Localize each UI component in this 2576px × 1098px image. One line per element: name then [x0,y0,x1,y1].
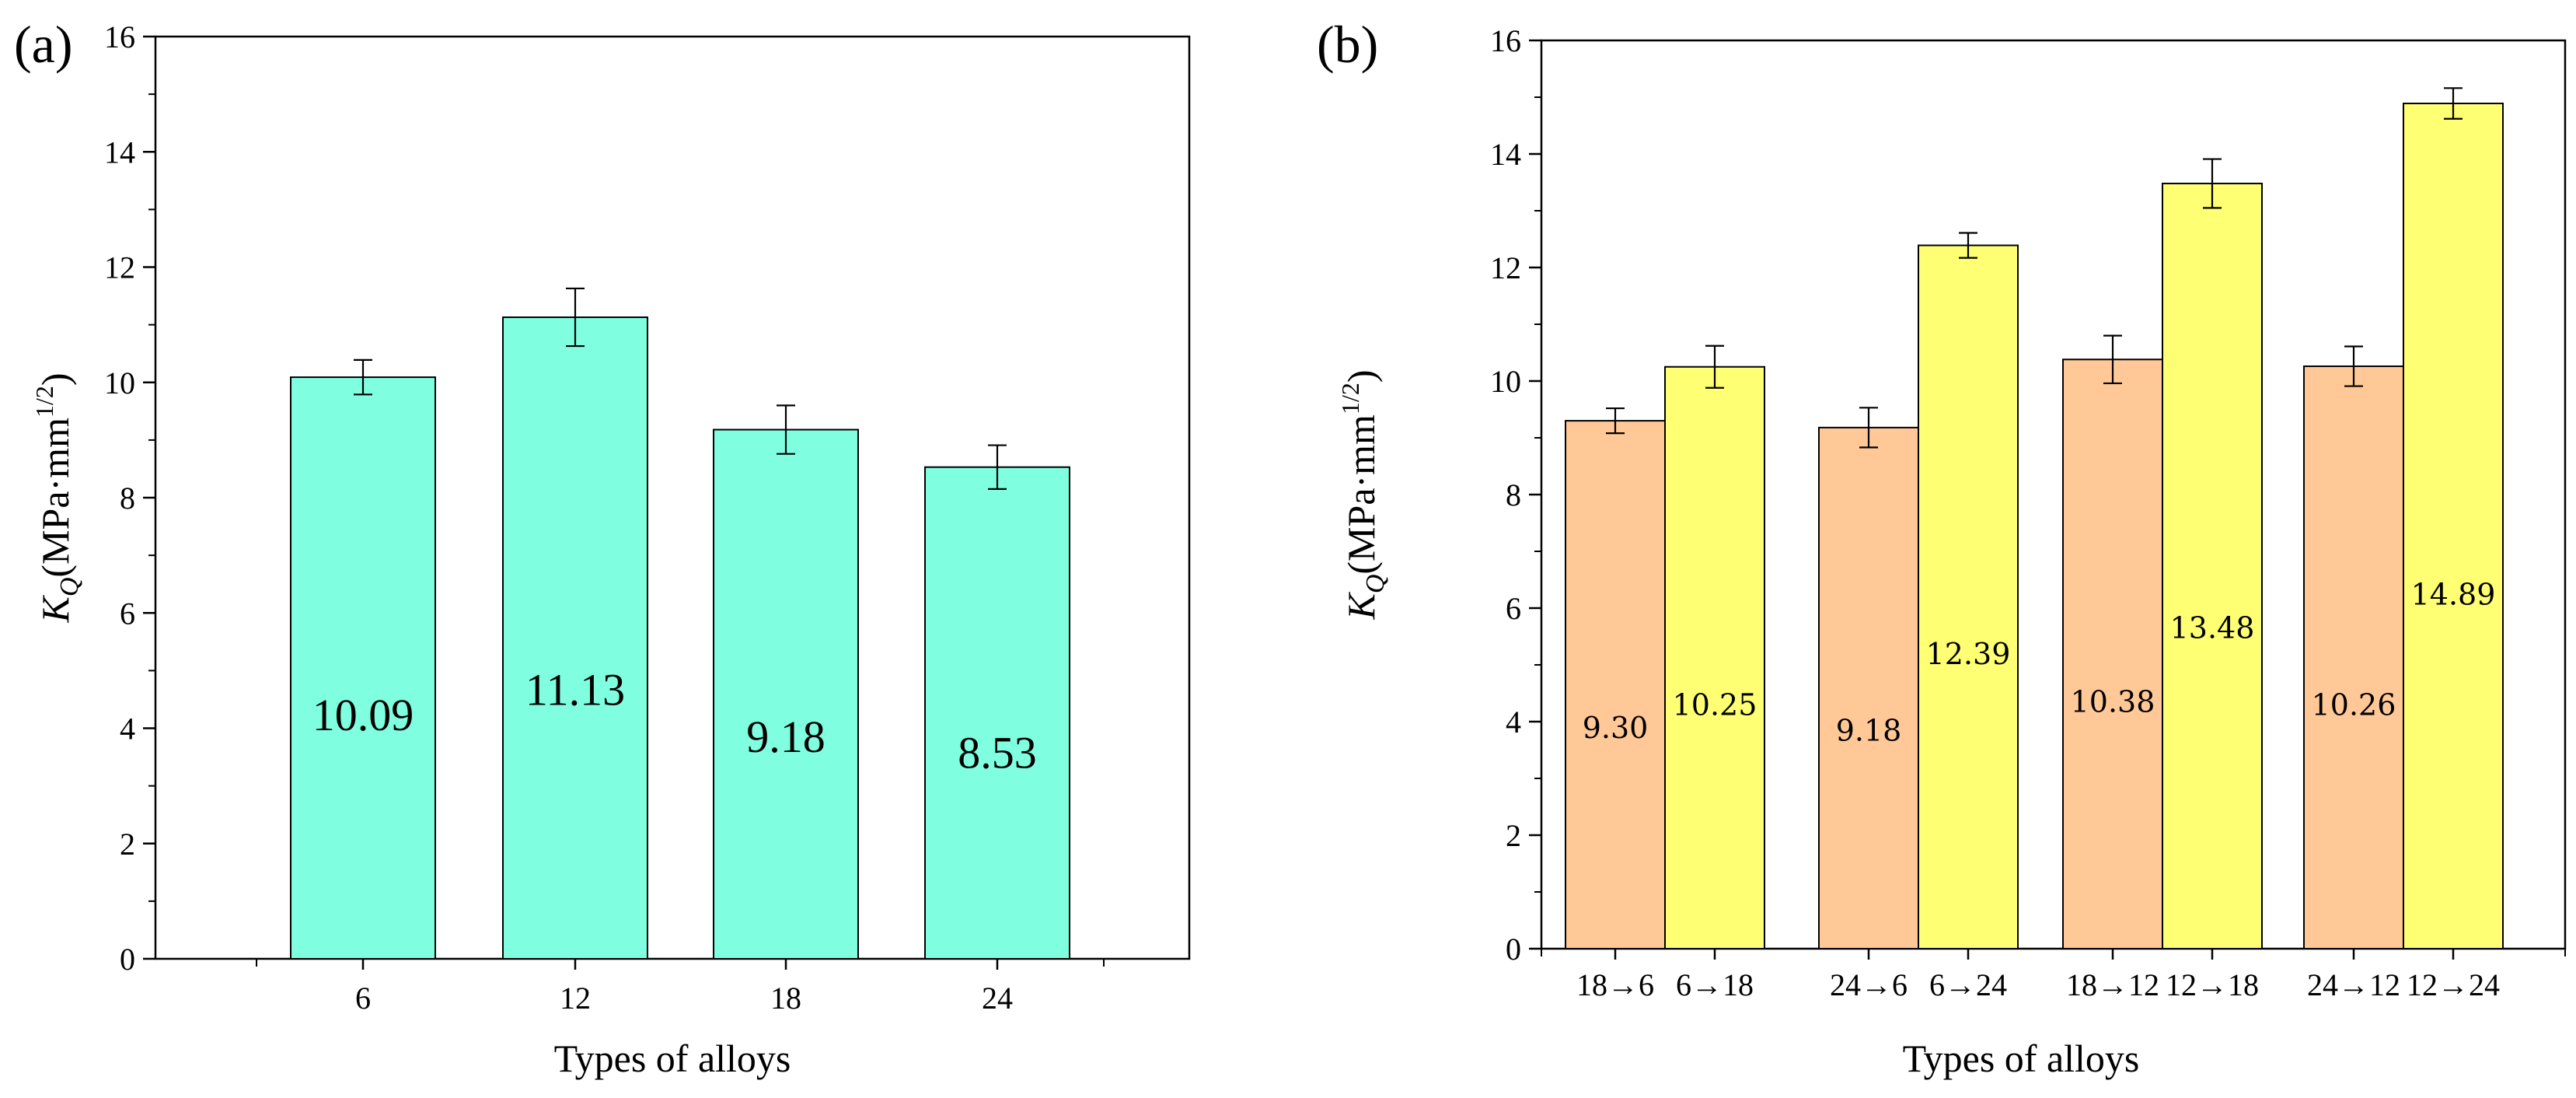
x-tick-label: 18 [770,981,801,1016]
bar [290,376,436,960]
data-label: 13.48 [2170,611,2255,645]
x-tick-label: 6→24 [1929,967,2007,1002]
y-tick-label: 4 [120,712,135,747]
y-tick-label: 8 [120,481,135,516]
x-tick-label: 18→12 [2066,967,2159,1002]
y-tick-label: 0 [1506,932,1521,967]
y-tick-label: 8 [1506,477,1521,512]
y-tick-label: 16 [1490,23,1521,58]
data-label: 10.26 [2312,687,2396,722]
panel-a-bar-chart: 0246810121416(a)10.09611.13129.18188.532… [14,15,1191,1080]
y-axis-label: KQ(MPa·mm1/2) [1336,369,1390,620]
panel-label: (b) [1317,15,1378,74]
x-tick-label: 6 [355,981,371,1016]
data-label: 11.13 [525,664,625,715]
bar [502,316,648,960]
y-tick-label: 4 [1506,705,1521,740]
y-tick-label: 12 [1490,250,1521,285]
bar [1565,420,1666,949]
bar [1918,244,2019,949]
data-label: 9.30 [1583,711,1649,745]
y-axis-label: KQ(MPa·mm1/2) [30,372,84,623]
bar [2162,182,2263,949]
data-label: 14.89 [2411,577,2496,611]
data-label: 8.53 [958,727,1037,778]
y-tick-label: 2 [1506,818,1521,853]
y-tick-label: 14 [1490,137,1521,172]
x-tick-label: 24→12 [2307,967,2400,1002]
y-tick-label: 16 [104,19,135,54]
x-tick-label: 18→6 [1576,967,1654,1002]
data-label: 10.38 [2071,685,2155,719]
data-label: 10.25 [1673,688,1757,722]
x-tick-label: 6→18 [1676,967,1754,1002]
x-tick-label: 12→18 [2166,967,2259,1002]
bar [924,466,1070,960]
x-axis-label: Types of alloys [1903,1037,2140,1080]
data-label: 12.39 [1926,637,2011,671]
data-label: 9.18 [1836,714,1902,748]
y-tick-label: 6 [1506,591,1521,626]
bar [713,428,859,960]
x-tick-label: 12 [560,981,591,1016]
bar [2403,103,2504,949]
y-tick-label: 2 [120,827,135,862]
y-tick-label: 12 [104,250,135,285]
data-label: 9.18 [746,712,826,762]
y-tick-label: 6 [120,596,135,631]
y-tick-label: 10 [104,365,135,400]
x-tick-label: 12→24 [2407,967,2500,1002]
y-tick-label: 10 [1490,364,1521,399]
bar [2303,365,2404,949]
x-tick-label: 24→6 [1830,967,1908,1002]
y-tick-label: 14 [104,135,135,170]
x-axis-label: Types of alloys [554,1037,791,1080]
data-label: 10.09 [312,690,414,740]
bar [2062,358,2163,949]
x-tick-label: 24 [982,981,1013,1016]
bar [1818,426,1919,949]
panel-label: (a) [14,15,72,74]
y-tick-label: 0 [120,942,135,977]
panel-b-bar-chart: 0 2 4 6 8 10 12 14 16 (b) 9.30 18→6 10.25 6→18 9.18 24→… [1317,15,2567,1080]
bar [1664,365,1765,949]
